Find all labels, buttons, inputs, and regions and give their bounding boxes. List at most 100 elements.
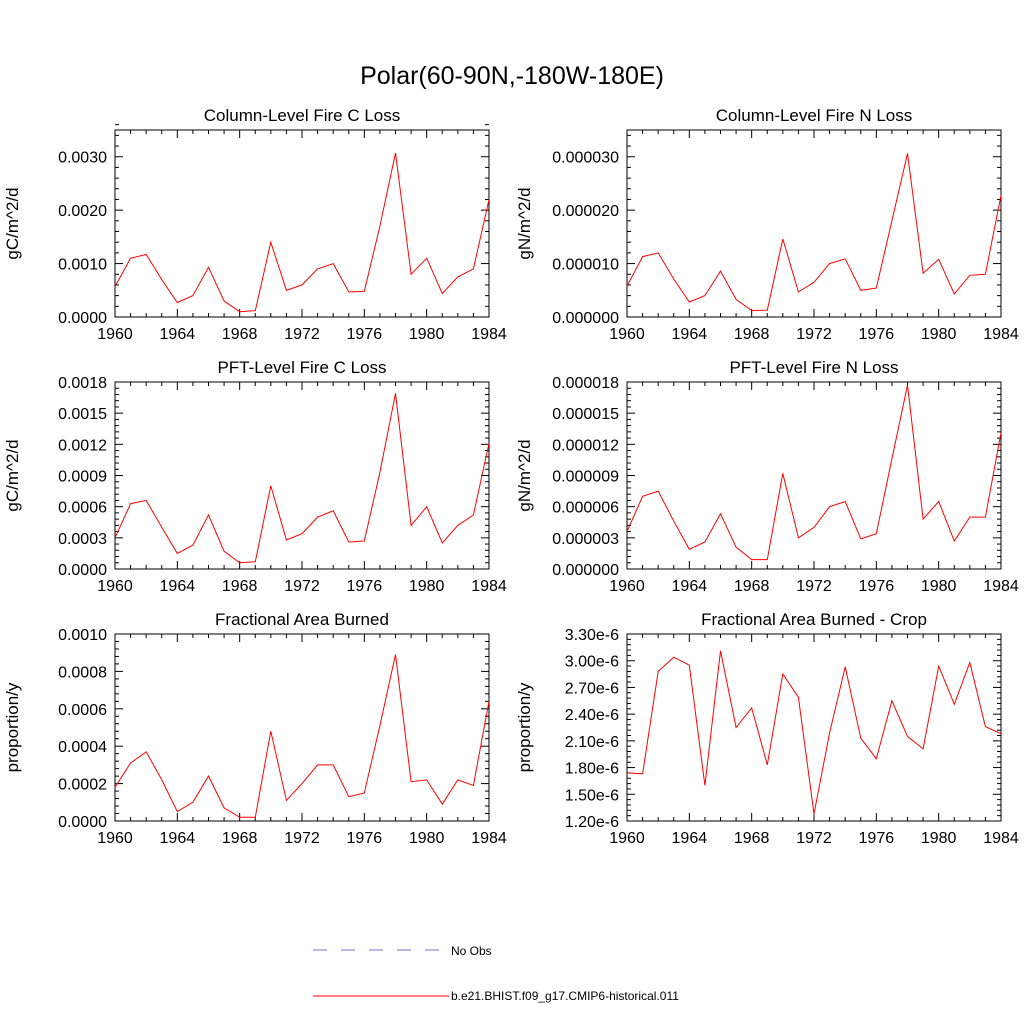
x-tick-label: 1968 (734, 830, 770, 847)
x-tick-label: 1976 (859, 830, 895, 847)
x-tick-label: 1972 (284, 578, 320, 595)
y-tick-label: 0.0015 (58, 406, 107, 423)
x-tick-label: 1964 (672, 578, 708, 595)
chart-panels: 1960 1964 1968 1972 1976 1980 1984 0.0000 0.0010… (3, 106, 1019, 847)
y-tick-label: 0.000006 (552, 500, 619, 517)
y-tick-label: 0.0010 (58, 627, 107, 644)
y-tick-label: 0.0003 (58, 531, 107, 548)
y-tick-label: 0.000000 (552, 562, 619, 579)
y-tick-label: 0.0008 (58, 664, 107, 681)
x-tick-label: 1980 (921, 326, 957, 343)
y-axis-label: proportion/y (3, 682, 22, 772)
y-tick-label: 0.000009 (552, 469, 619, 486)
plot-frame (114, 129, 490, 318)
x-tick-label: 1984 (471, 326, 507, 343)
x-tick-label: 1980 (409, 830, 445, 847)
chart-panel-2: 1960 1964 1968 1972 1976 1980 1984 0.000000 0.00… (515, 106, 1019, 343)
chart-panel-4: 1960 1964 1968 1972 1976 1980 1984 0.000000 0.00… (515, 358, 1019, 595)
legend-label-no-obs: No Obs (451, 944, 492, 958)
y-tick-label: 0.0006 (58, 702, 107, 719)
y-tick-label: 3.30e-6 (565, 627, 619, 644)
x-tick-label: 1968 (222, 830, 258, 847)
plot-frame (626, 381, 1002, 570)
y-tick-label: 2.10e-6 (565, 734, 619, 751)
panel-title: Fractional Area Burned - Crop (701, 610, 927, 629)
x-tick-label: 1972 (796, 326, 832, 343)
x-tick-label: 1984 (983, 830, 1019, 847)
y-tick-label: 2.40e-6 (565, 707, 619, 724)
y-tick-label: 0.0002 (58, 777, 107, 794)
y-tick-label: 0.0020 (58, 203, 107, 220)
legend: No Obs b.e21.BHIST.f09_g17.CMIP6-histori… (313, 944, 679, 1003)
y-tick-label: 0.000010 (552, 257, 619, 274)
chart-panel-3: 1960 1964 1968 1972 1976 1980 1984 0.0000 0.0003… (3, 358, 507, 595)
x-tick-label: 1968 (222, 326, 258, 343)
chart-panel-1: 1960 1964 1968 1972 1976 1980 1984 0.0000 0.0010… (3, 106, 507, 343)
panel-title: PFT-Level Fire C Loss (217, 358, 386, 377)
x-tick-label: 1968 (222, 578, 258, 595)
plot-frame (626, 129, 1002, 318)
series-line (114, 654, 490, 818)
series-line (626, 384, 1002, 561)
y-axis-label: proportion/y (515, 682, 534, 772)
y-tick-label: 2.70e-6 (565, 680, 619, 697)
x-tick-label: 1980 (921, 578, 957, 595)
x-tick-label: 1980 (921, 830, 957, 847)
x-tick-label: 1960 (609, 830, 645, 847)
y-tick-label: 0.0000 (58, 562, 107, 579)
plot-frame (114, 381, 490, 570)
x-tick-label: 1964 (160, 830, 196, 847)
y-tick-label: 0.0018 (58, 375, 107, 392)
panel-title: Column-Level Fire C Loss (204, 106, 401, 125)
chart-panel-5: 1960 1964 1968 1972 1976 1980 1984 0.0000 0.0002… (3, 610, 507, 847)
y-axis-label: gN/m^2/d (515, 187, 534, 259)
x-tick-label: 1984 (471, 830, 507, 847)
y-tick-label: 3.00e-6 (565, 654, 619, 671)
x-tick-label: 1972 (284, 830, 320, 847)
panel-title: PFT-Level Fire N Loss (729, 358, 898, 377)
x-tick-label: 1980 (409, 326, 445, 343)
y-tick-label: 0.000012 (552, 437, 619, 454)
x-tick-label: 1976 (347, 326, 383, 343)
y-axis-label: gN/m^2/d (515, 439, 534, 511)
plot-frame (114, 633, 490, 822)
x-tick-label: 1976 (859, 326, 895, 343)
legend-label-model: b.e21.BHIST.f09_g17.CMIP6-historical.011 (451, 989, 679, 1003)
y-tick-label: 0.0006 (58, 500, 107, 517)
series-line (626, 650, 1002, 814)
x-tick-label: 1980 (409, 578, 445, 595)
x-tick-label: 1960 (97, 326, 133, 343)
x-tick-label: 1960 (609, 578, 645, 595)
x-tick-label: 1976 (347, 578, 383, 595)
x-tick-label: 1984 (983, 326, 1019, 343)
y-tick-label: 0.0009 (58, 469, 107, 486)
y-tick-label: 0.0000 (58, 310, 107, 327)
y-axis-label: gC/m^2/d (3, 439, 22, 511)
y-tick-label: 0.0010 (58, 257, 107, 274)
series-line (114, 393, 490, 564)
y-tick-label: 0.000020 (552, 203, 619, 220)
x-tick-label: 1960 (609, 326, 645, 343)
series-line (114, 152, 490, 313)
y-tick-label: 1.80e-6 (565, 761, 619, 778)
y-tick-label: 0.000030 (552, 150, 619, 167)
x-tick-label: 1968 (734, 578, 770, 595)
x-tick-label: 1964 (672, 830, 708, 847)
panel-title: Column-Level Fire N Loss (716, 106, 913, 125)
y-tick-label: 0.000018 (552, 375, 619, 392)
x-tick-label: 1968 (734, 326, 770, 343)
x-tick-label: 1960 (97, 830, 133, 847)
y-tick-label: 0.0012 (58, 437, 107, 454)
y-tick-label: 0.000015 (552, 406, 619, 423)
x-tick-label: 1960 (97, 578, 133, 595)
series-line (626, 153, 1002, 312)
y-tick-label: 0.0004 (58, 739, 107, 756)
y-tick-label: 0.000003 (552, 531, 619, 548)
x-tick-label: 1972 (796, 830, 832, 847)
x-tick-label: 1984 (983, 578, 1019, 595)
x-tick-label: 1964 (160, 578, 196, 595)
x-tick-label: 1976 (859, 578, 895, 595)
figure-title: Polar(60-90N,-180W-180E) (360, 62, 664, 90)
y-tick-label: 0.000000 (552, 310, 619, 327)
